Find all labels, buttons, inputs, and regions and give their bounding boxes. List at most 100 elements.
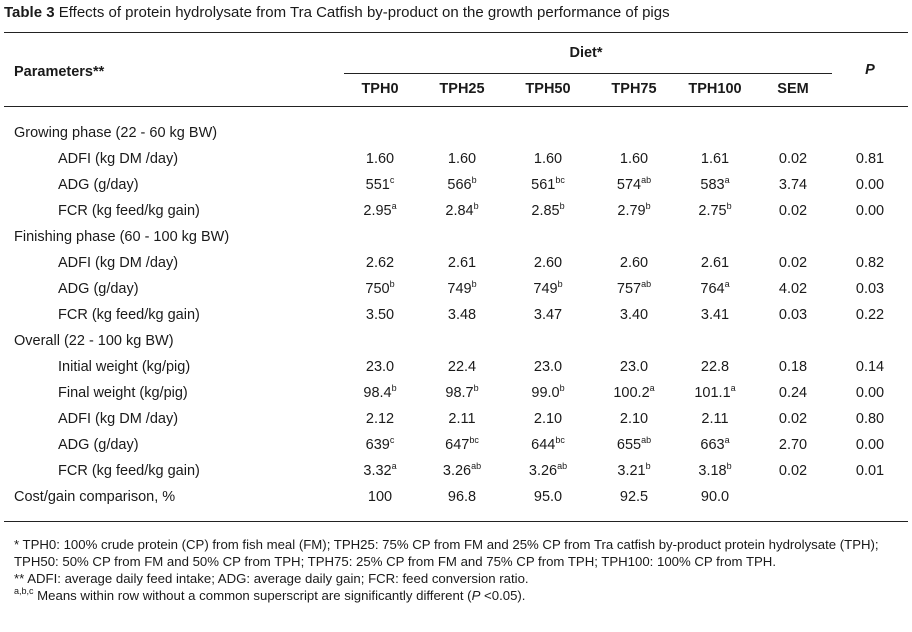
cell-tph0: 551c	[365, 175, 395, 194]
cell-tph75: 100.2a	[613, 383, 655, 402]
header-col-tph0: TPH0	[361, 81, 399, 97]
row-label: ADFI (kg DM /day)	[58, 411, 179, 427]
cell-tph50: 749b	[533, 279, 563, 298]
cell-tph50: 2.10	[533, 411, 563, 427]
table-caption: Table 3 Effects of protein hydrolysate f…	[4, 4, 670, 21]
significance-superscript: a	[649, 383, 655, 393]
cell-sem: 0.02	[778, 463, 808, 479]
cell-sem	[754, 484, 832, 510]
significance-superscript: b	[473, 383, 479, 393]
footnotes: * TPH0: 100% crude protein (CP) from fis…	[14, 536, 894, 604]
row-label: FCR (kg feed/kg gain)	[58, 463, 200, 479]
significance-superscript: bc	[555, 435, 565, 445]
cell-tph25: 647bc	[445, 435, 479, 454]
significance-superscript: a	[391, 201, 397, 211]
table-row: Final weight (kg/pig) 98.4b 98.7b 99.0b 100.…	[4, 380, 908, 406]
significance-superscript: b	[726, 201, 732, 211]
cell-sem: 0.03	[778, 307, 808, 323]
cell-tph50: 561bc	[531, 175, 565, 194]
header-col-tph50: TPH50	[525, 81, 571, 97]
cell-sem: 0.18	[778, 359, 808, 375]
significance-superscript: ab	[557, 461, 568, 471]
row-label: ADFI (kg DM /day)	[58, 151, 179, 167]
cell-tph0: 100	[367, 489, 393, 505]
cell-tph0: 23.0	[365, 359, 395, 375]
cell-sem: 0.02	[778, 151, 808, 167]
significance-superscript: b	[557, 279, 563, 289]
cell-tph25: 2.84b	[445, 201, 479, 220]
table-row: FCR (kg feed/kg gain) 3.32a 3.26ab 3.26ab 3.…	[4, 458, 908, 484]
section-label: Overall (22 - 100 kg BW)	[14, 333, 174, 349]
cell-tph75: 92.5	[619, 489, 649, 505]
cell-p	[832, 484, 908, 510]
significance-superscript: b	[726, 461, 732, 471]
cell-tph0: 3.50	[365, 307, 395, 323]
significance-superscript: ab	[641, 175, 652, 185]
cell-tph25: 566b	[447, 175, 477, 194]
significance-superscript: b	[645, 201, 651, 211]
cell-tph75: 2.79b	[617, 201, 651, 220]
cell-tph50: 644bc	[531, 435, 565, 454]
significance-superscript: ab	[641, 435, 652, 445]
footnote-diet: * TPH0: 100% crude protein (CP) from fis…	[14, 537, 879, 569]
row-label: ADG (g/day)	[58, 281, 139, 297]
header-rule	[4, 106, 908, 107]
header-parameters: Parameters**	[14, 64, 105, 80]
significance-superscript: b	[559, 383, 565, 393]
header-col-tph100: TPH100	[688, 81, 742, 97]
significance-superscript: b	[559, 201, 565, 211]
cell-sem: 0.02	[778, 203, 808, 219]
significance-superscript: b	[389, 279, 395, 289]
cell-tph100: 2.75b	[698, 201, 732, 220]
cell-p: 0.00	[855, 177, 885, 193]
table-row: ADG (g/day) 750b 749b 749b 757ab 764a 4.02 0.03	[4, 276, 908, 302]
cell-p: 0.00	[855, 437, 885, 453]
row-label: ADG (g/day)	[58, 437, 139, 453]
cell-tph75: 757ab	[616, 279, 652, 298]
section-label: Finishing phase (60 - 100 kg BW)	[14, 229, 230, 245]
significance-superscript: bc	[469, 435, 479, 445]
cell-tph75: 3.40	[619, 307, 649, 323]
row-label: Final weight (kg/pig)	[58, 385, 188, 401]
table-row: FCR (kg feed/kg gain) 3.50 3.48 3.47 3.40 3.4…	[4, 302, 908, 328]
table-row: ADFI (kg DM /day) 2.12 2.11 2.10 2.10 2.11 0.0…	[4, 406, 908, 432]
header-col-tph75: TPH75	[611, 81, 657, 97]
cell-tph100: 1.61	[700, 151, 730, 167]
cell-tph0: 98.4b	[363, 383, 397, 402]
cell-tph25: 2.61	[447, 255, 477, 271]
cell-sem: 0.24	[778, 385, 808, 401]
cell-sem: 3.74	[778, 177, 808, 193]
cell-sem: 4.02	[778, 281, 808, 297]
footnote-abbreviations: ** ADFI: average daily feed intake; ADG:…	[14, 571, 529, 586]
table-row: ADFI (kg DM /day) 2.62 2.61 2.60 2.60 2.61 0.0…	[4, 250, 908, 276]
significance-superscript: b	[391, 383, 397, 393]
cell-sem: 2.70	[778, 437, 808, 453]
table-number: Table 3	[4, 4, 55, 21]
cell-tph75: 2.60	[619, 255, 649, 271]
significance-superscript: b	[471, 279, 477, 289]
header-row-2: TPH0 TPH25 TPH50 TPH75 TPH100 SEM	[4, 72, 908, 106]
cell-tph50: 95.0	[533, 489, 563, 505]
cell-p: 0.00	[855, 203, 885, 219]
cell-tph0: 2.95a	[363, 201, 397, 220]
significance-superscript: a	[724, 279, 730, 289]
header-p: P	[865, 62, 875, 78]
cell-tph25: 98.7b	[445, 383, 479, 402]
cell-tph100: 2.11	[701, 411, 729, 427]
significance-superscript: b	[473, 201, 479, 211]
cell-tph0: 750b	[365, 279, 395, 298]
growth-performance-table: Parameters** Diet* P TPH0 TPH25 TPH50 TPH75…	[4, 34, 908, 510]
row-label: Cost/gain comparison, %	[14, 489, 176, 505]
table-row: ADG (g/day) 639c 647bc 644bc 655ab 663a 2.70 0.…	[4, 432, 908, 458]
row-label: FCR (kg feed/kg gain)	[58, 203, 200, 219]
table-title: Effects of protein hydrolysate from Tra …	[58, 4, 670, 21]
section-row: Finishing phase (60 - 100 kg BW)	[4, 224, 908, 250]
significance-superscript: a	[724, 175, 730, 185]
significance-superscript: ab	[641, 279, 652, 289]
cell-tph100: 2.61	[700, 255, 730, 271]
cell-tph100: 3.18b	[698, 461, 732, 480]
cell-tph0: 3.32a	[363, 461, 397, 480]
table-row: Initial weight (kg/pig) 23.0 22.4 23.0 23.0 2…	[4, 354, 908, 380]
table-row: ADFI (kg DM /day) 1.60 1.60 1.60 1.60 1.61 0.0…	[4, 146, 908, 172]
cell-p: 0.22	[855, 307, 885, 323]
